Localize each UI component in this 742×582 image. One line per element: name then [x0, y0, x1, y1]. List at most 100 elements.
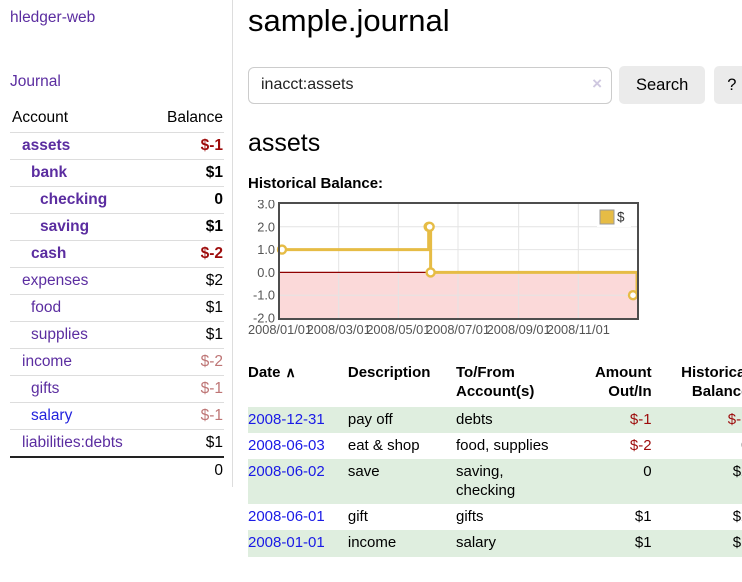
app-layout: hledger-web Journal Account Balance asse…	[0, 0, 742, 557]
table-row: 2008-12-31 pay off debts $-1 $-1	[248, 406, 742, 433]
transaction-date-link[interactable]: 2008-06-03	[248, 436, 325, 454]
x-axis-tick-label: 2008/05/01	[366, 322, 430, 337]
x-axis-tick-label: 2008/01/01	[248, 322, 312, 337]
transaction-date-link[interactable]: 2008-12-31	[248, 410, 325, 428]
account-link-saving[interactable]: saving	[40, 218, 90, 235]
account-link-bank[interactable]: bank	[31, 164, 68, 181]
account-row-checking: checking 0	[10, 186, 224, 214]
y-axis-tick-label: -1.0	[253, 288, 275, 303]
y-axis-tick-label: 3.0	[257, 200, 275, 211]
transaction-description: income	[347, 534, 397, 552]
table-row: 2008-06-03 eat & shop food, supplies $-2…	[248, 433, 742, 459]
transaction-amount: 0	[643, 462, 652, 480]
search-row: × Search ?	[248, 66, 742, 104]
clear-search-icon[interactable]: ×	[592, 73, 602, 93]
historical-balance-chart: $3.0 2.0 1.0 0.0 -1.0 -2.02008/01/012008/03/0…	[248, 200, 639, 337]
accounts-header-row: Account Balance	[10, 103, 224, 133]
account-link-income[interactable]: income	[22, 353, 72, 370]
chart-heading: Historical Balance:	[248, 175, 384, 192]
account-balance: $1	[150, 213, 224, 241]
account-link-supplies[interactable]: supplies	[31, 326, 88, 343]
account-row-saving: saving $1	[10, 213, 224, 241]
x-axis-tick-label: 2008/11/01	[547, 322, 610, 337]
legend-label: $	[617, 210, 625, 225]
help-button[interactable]: ?	[714, 66, 742, 104]
account-row-bank: bank $1	[10, 159, 224, 187]
search-box: ×	[248, 66, 612, 104]
account-link-expenses[interactable]: expenses	[22, 272, 89, 289]
balance-column-header: Balance	[166, 109, 223, 126]
register-table: Date ∧ Description To/From Account(s) Amo…	[248, 364, 742, 557]
account-link-gifts[interactable]: gifts	[31, 380, 60, 397]
accounts-total-row: 0	[10, 456, 224, 484]
search-button[interactable]: Search	[619, 66, 706, 104]
chart-border	[278, 202, 639, 320]
x-axis-tick-label: 2008/03/01	[307, 322, 371, 337]
transaction-description: save	[347, 462, 380, 480]
account-link-checking[interactable]: checking	[40, 191, 108, 208]
account-row-food: food $1	[10, 294, 224, 322]
account-row-liabilities-debts: liabilities:debts $1	[10, 429, 224, 457]
transaction-accounts: food, supplies	[455, 436, 549, 454]
balance-column-header: Historical Balance	[681, 364, 742, 400]
account-row-assets: assets $-1	[10, 132, 224, 160]
transaction-date-link[interactable]: 2008-06-01	[248, 508, 325, 526]
account-balance: $-2	[150, 240, 224, 268]
sort-ascending-icon: ∧	[285, 364, 296, 380]
account-row-cash: cash $-2	[10, 240, 224, 268]
accounts-total-balance: 0	[150, 456, 224, 484]
page-title: sample.journal	[248, 3, 450, 38]
main-panel: sample.journal × Search ? assets Histori…	[233, 0, 742, 557]
description-column-header: Description	[347, 364, 431, 381]
amount-column-header: Amount Out/In	[594, 364, 652, 400]
accounts-column-header: To/From Account(s)	[455, 364, 535, 400]
transaction-description: eat & shop	[347, 436, 420, 454]
accounts-table: Account Balance assets $-1 bank $1 check…	[10, 103, 224, 484]
account-row-income: income $-2	[10, 348, 224, 376]
account-balance: $1	[150, 159, 224, 187]
account-link-liabilities-debts[interactable]: liabilities:debts	[22, 434, 123, 451]
account-balance: $-1	[150, 402, 224, 430]
account-row-supplies: supplies $1	[10, 321, 224, 349]
account-page-title: assets	[248, 129, 321, 157]
account-balance: $-1	[150, 375, 224, 403]
account-balance: $1	[150, 294, 224, 322]
account-row-salary: salary $-1	[10, 402, 224, 430]
transaction-amount: $-1	[629, 410, 652, 428]
y-axis-tick-label: 0.0	[257, 265, 275, 280]
data-point-marker	[424, 221, 435, 232]
sidebar: hledger-web Journal Account Balance asse…	[0, 0, 233, 487]
account-balance: $1	[150, 321, 224, 349]
account-column-header: Account	[12, 109, 69, 126]
account-balance: $2	[150, 267, 224, 295]
date-column-header[interactable]: Date ∧	[248, 364, 296, 381]
account-link-food[interactable]: food	[31, 299, 62, 316]
transaction-date-link[interactable]: 2008-06-02	[248, 462, 325, 480]
table-row: 2008-01-01 income salary $1 $1	[248, 530, 742, 557]
account-row-gifts: gifts $-1	[10, 375, 224, 403]
transaction-amount: $1	[634, 534, 652, 552]
search-input[interactable]	[248, 66, 612, 104]
transaction-description: gift	[347, 508, 368, 526]
x-axis-tick-label: 2008/09/01	[487, 322, 551, 337]
account-link-salary[interactable]: salary	[31, 407, 73, 424]
table-row: 2008-06-01 gift gifts $1 $2	[248, 504, 742, 530]
sidebar-item-journal[interactable]: Journal	[10, 73, 61, 90]
y-axis-tick-label: 2.0	[257, 219, 275, 234]
brand-link[interactable]: hledger-web	[10, 9, 96, 26]
transaction-amount: $-2	[629, 436, 652, 454]
data-point-marker	[627, 289, 639, 301]
y-axis-tick-label: 1.0	[257, 242, 275, 257]
account-row-expenses: expenses $2	[10, 267, 224, 295]
account-link-assets[interactable]: assets	[22, 137, 71, 154]
transaction-accounts: debts	[455, 410, 493, 428]
account-balance: $-1	[150, 132, 224, 160]
transaction-balance: 0	[652, 433, 742, 459]
account-link-cash[interactable]: cash	[31, 245, 67, 262]
transaction-description: pay off	[347, 410, 393, 428]
transaction-date-link[interactable]: 2008-01-01	[248, 534, 325, 552]
transaction-amount: $1	[634, 508, 652, 526]
table-row: 2008-06-02 save saving, checking 0 $2	[248, 458, 742, 505]
transaction-balance: $1	[732, 534, 742, 552]
transaction-accounts: saving, checking	[455, 462, 516, 500]
